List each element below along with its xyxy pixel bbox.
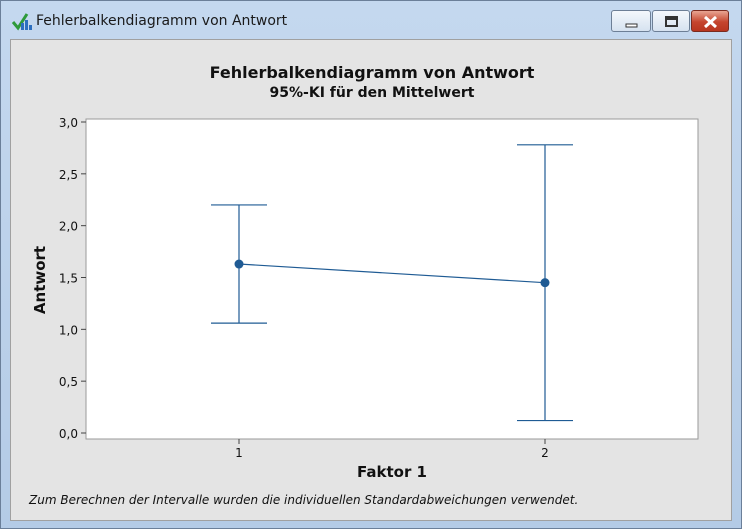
maximize-button[interactable] (652, 10, 690, 32)
window-title: Fehlerbalkendiagramm von Antwort (36, 13, 288, 29)
close-button[interactable] (691, 10, 729, 32)
x-axis-label: Faktor 1 (357, 463, 427, 481)
mean-point (234, 259, 244, 269)
minitab-graph-icon (11, 12, 33, 32)
y-axis-label: Antwort (31, 246, 49, 314)
y-tick-label: 1,5 (59, 272, 78, 286)
y-axis: 0,0 0,5 1,0 1,5 2,0 2,5 3,0 (59, 116, 86, 441)
mean-connect-line (238, 263, 546, 284)
maximize-icon (665, 16, 678, 27)
plot-background (85, 118, 699, 440)
footnote: Zum Berechnen der Intervalle wurden die … (29, 493, 579, 507)
y-tick-label: 3,0 (59, 116, 78, 130)
series-marks (211, 144, 573, 422)
minimize-button[interactable] (611, 10, 651, 32)
y-tick-label: 0,0 (59, 427, 78, 441)
chart-area: Fehlerbalkendiagramm von Antwort 95%-KI … (10, 39, 732, 521)
x-tick-label: 2 (541, 446, 549, 460)
close-icon (703, 15, 718, 29)
chart-title: Fehlerbalkendiagramm von Antwort (209, 63, 535, 82)
y-tick-label: 0,5 (59, 375, 78, 389)
mean-point (540, 278, 550, 288)
y-tick-label: 1,0 (59, 323, 78, 337)
y-tick-label: 2,5 (59, 168, 78, 182)
y-tick-label: 2,0 (59, 220, 78, 234)
minimize-icon (625, 23, 638, 28)
x-tick-label: 1 (235, 446, 243, 460)
chart-subtitle: 95%-KI für den Mittelwert (269, 85, 475, 101)
title-bar[interactable]: Fehlerbalkendiagramm von Antwort (1, 1, 741, 41)
